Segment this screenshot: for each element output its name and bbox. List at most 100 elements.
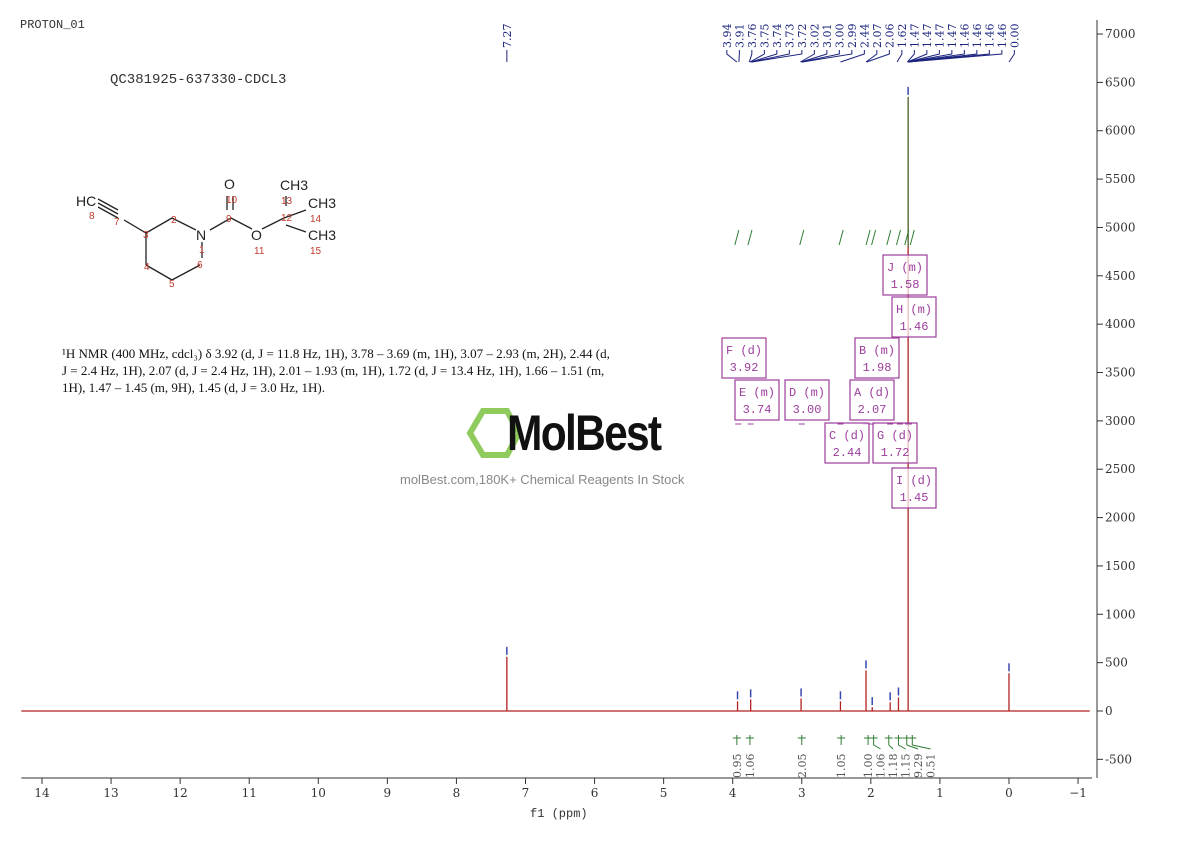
x-tick-label: 10 xyxy=(311,786,326,800)
integral-value: 1.06 xyxy=(875,754,888,779)
x-axis-label: f1 (ppm) xyxy=(530,807,588,821)
y-tick-label: 4000 xyxy=(1105,317,1136,331)
peak-label: 1.47 xyxy=(921,24,934,49)
multiplet-label: D (m) xyxy=(789,386,825,400)
y-tick-label: 5000 xyxy=(1105,220,1136,234)
multiplet-shift: 1.72 xyxy=(881,446,910,460)
x-tick-label: 13 xyxy=(103,786,118,800)
multiplet-label: E (m) xyxy=(739,386,775,400)
peak-label: 3.02 xyxy=(808,24,821,49)
integral-curve xyxy=(886,229,892,246)
multiplet-shift: 3.92 xyxy=(730,361,759,375)
peak-label: 1.46 xyxy=(958,24,971,49)
peak-label: 1.47 xyxy=(946,24,959,49)
peak-label: 3.75 xyxy=(758,24,771,49)
x-tick-label: 14 xyxy=(34,786,50,800)
peak-label: 2.07 xyxy=(871,24,884,49)
y-tick-label: 5500 xyxy=(1105,172,1136,186)
peak-label-connector xyxy=(751,50,803,63)
x-tick-label: 0 xyxy=(1005,786,1013,800)
peak-label: 3.91 xyxy=(733,24,746,49)
peak-label-connector xyxy=(866,50,890,63)
multiplet-shift: 1.46 xyxy=(900,320,929,334)
integral-curve xyxy=(865,229,871,246)
peak-label-connector xyxy=(908,50,1003,63)
multiplet-label: A (d) xyxy=(854,386,890,400)
peak-label: 3.74 xyxy=(771,24,784,49)
peak-label: 0.00 xyxy=(1008,24,1021,49)
multiplet-shift: 3.00 xyxy=(793,403,822,417)
peak-label-connector xyxy=(907,50,915,63)
multiplet-box xyxy=(734,379,780,421)
multiplet-label: J (m) xyxy=(887,261,923,275)
peak-label-connector xyxy=(749,50,765,63)
multiplet-box xyxy=(784,379,830,421)
peak-label-connector xyxy=(748,50,753,63)
peak-label: 1.46 xyxy=(983,24,996,49)
multiplet-label: C (d) xyxy=(829,429,865,443)
x-tick-label: 4 xyxy=(729,786,737,800)
integral-connector xyxy=(898,744,906,750)
integral-connector xyxy=(906,744,919,750)
multiplet-box xyxy=(872,422,918,464)
integral-connector xyxy=(912,744,931,750)
multiplet-label: F (d) xyxy=(726,344,762,358)
peak-label-connector xyxy=(801,50,840,63)
y-tick-label: 2500 xyxy=(1105,462,1136,476)
peak-label-connector xyxy=(896,50,903,63)
multiplet-box xyxy=(854,337,900,379)
nmr-description-line: J = 2.4 Hz, 1H), 2.07 (d, J = 2.4 Hz, 1H… xyxy=(62,363,605,378)
multiplet-label: B (m) xyxy=(859,344,895,358)
y-tick-label: 1000 xyxy=(1105,607,1136,621)
nmr-description-line: ¹H NMR (400 MHz, cdcl₃) δ 3.92 (d, J = 1… xyxy=(62,346,610,361)
peak-label: 2.06 xyxy=(883,24,896,49)
watermark-text: molBest.com,180K+ Chemical Reagents In S… xyxy=(400,472,685,487)
y-tick-label: 4500 xyxy=(1105,269,1136,283)
x-tick-label: 8 xyxy=(453,786,461,800)
peak-label-connector xyxy=(907,50,953,63)
peak-label-connector xyxy=(751,50,790,63)
multiplet-box xyxy=(849,379,895,421)
y-tick-label: 2000 xyxy=(1105,511,1136,525)
peak-label-connector xyxy=(750,50,778,63)
x-tick-label: 2 xyxy=(867,786,875,800)
multiplet-shift: 2.07 xyxy=(858,403,887,417)
y-tick-label: 7000 xyxy=(1105,27,1136,41)
y-tick-label: -500 xyxy=(1105,752,1132,766)
watermark-logo: MolBest xyxy=(507,405,662,461)
nmr-description: ¹H NMR (400 MHz, cdcl₃) δ 3.92 (d, J = 1… xyxy=(62,345,610,396)
multiplet-box xyxy=(882,254,928,296)
y-tick-label: 6000 xyxy=(1105,124,1136,138)
peak-label-connector xyxy=(802,50,853,63)
nmr-description-line: 1H), 1.47 – 1.45 (m, 9H), 1.45 (d, J = 3… xyxy=(62,380,325,395)
x-tick-label: 1 xyxy=(936,786,944,800)
multiplet-shift: 1.58 xyxy=(891,278,920,292)
integral-curve xyxy=(799,229,805,246)
integral-curve xyxy=(909,229,915,246)
integral-value: 1.18 xyxy=(887,754,900,779)
peak-label: 3.73 xyxy=(783,24,796,49)
peak-label: 1.46 xyxy=(996,24,1009,49)
peak-label: 1.47 xyxy=(933,24,946,49)
peak-label-connector xyxy=(726,50,738,63)
experiment-title: PROTON_01 xyxy=(20,18,85,32)
integral-value: 1.00 xyxy=(862,754,875,779)
peak-label: 1.62 xyxy=(896,24,909,49)
integral-value: 1.06 xyxy=(744,754,757,779)
integral-value: 1.15 xyxy=(900,754,913,779)
peak-label-connector xyxy=(840,50,865,63)
multiplet-label: H (m) xyxy=(896,303,932,317)
x-tick-label: 6 xyxy=(591,786,599,800)
integral-curve xyxy=(904,229,910,246)
x-tick-label: 12 xyxy=(172,786,187,800)
integral-value: 9.29 xyxy=(912,754,925,779)
multiplet-box xyxy=(891,296,937,338)
integral-curve xyxy=(838,229,844,246)
multiplet-shift: 2.44 xyxy=(833,446,862,460)
x-tick-label: 9 xyxy=(384,786,392,800)
peak-label: 3.72 xyxy=(796,24,809,49)
y-tick-label: 3000 xyxy=(1105,414,1136,428)
peak-label: 3.94 xyxy=(721,24,734,49)
peak-label-connector xyxy=(800,50,828,63)
